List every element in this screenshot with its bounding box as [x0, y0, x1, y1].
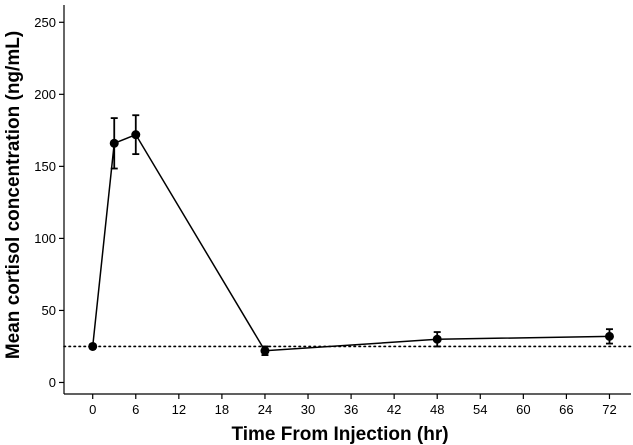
x-tick-label: 0: [89, 402, 96, 417]
x-tick-label: 48: [430, 402, 444, 417]
x-tick-label: 36: [344, 402, 358, 417]
x-tick-label: 24: [258, 402, 272, 417]
y-axis-title: Mean cortisol concentration (ng/mL): [3, 31, 24, 359]
y-tick-label: 50: [42, 303, 56, 318]
y-tick-label: 200: [34, 87, 56, 102]
x-tick-label: 12: [172, 402, 186, 417]
axes: 0 50 100 150 200 250 0 6 12 18 24 30 36 42 48 54 60 66 72: [34, 5, 631, 417]
x-tick-label: 72: [602, 402, 616, 417]
data-point: [131, 130, 141, 140]
x-tick-label: 42: [387, 402, 401, 417]
x-tick-label: 66: [559, 402, 573, 417]
x-tick-label: 54: [473, 402, 487, 417]
x-axis-title: Time From Injection (hr): [231, 424, 448, 445]
data-point: [88, 341, 98, 351]
x-tick-label: 30: [301, 402, 315, 417]
axis-labels: Time From Injection (hr) Mean cortisol c…: [3, 31, 449, 445]
data-point: [604, 331, 614, 341]
x-tick-label: 6: [132, 402, 139, 417]
y-tick-label: 150: [34, 159, 56, 174]
data-point: [260, 346, 270, 356]
series-line: [91, 133, 610, 352]
data-point: [109, 138, 119, 148]
y-tick-label: 100: [34, 231, 56, 246]
plot-area: [88, 114, 614, 357]
y-tick-label: 250: [34, 15, 56, 30]
x-tick-label: 60: [516, 402, 530, 417]
y-tick-label: 0: [49, 375, 56, 390]
x-tick-label: 18: [215, 402, 229, 417]
data-point: [432, 334, 442, 344]
